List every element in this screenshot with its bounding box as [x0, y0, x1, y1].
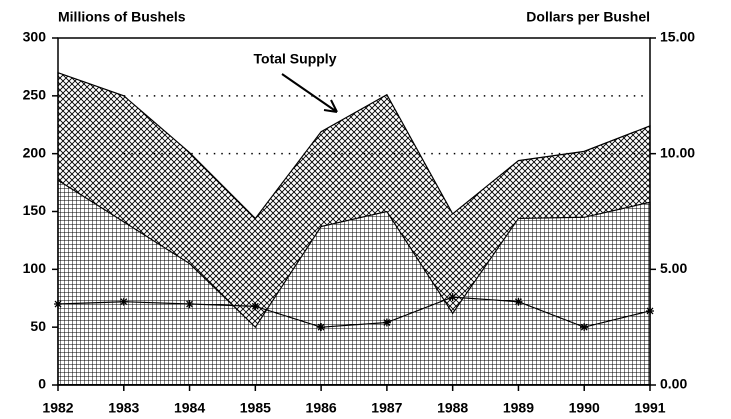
y-tick-label: 250 — [23, 87, 47, 103]
y2-tick-label: 0.00 — [660, 376, 687, 392]
price-marker — [185, 300, 194, 309]
price-marker — [382, 318, 391, 327]
price-marker — [514, 297, 523, 306]
x-tick-label: 1986 — [306, 400, 337, 416]
x-tick-label: 1982 — [42, 400, 73, 416]
y-axis-label: Millions of Bushels — [58, 9, 186, 25]
y2-tick-label: 5.00 — [660, 260, 687, 276]
price-marker — [119, 297, 128, 306]
annotation: Total Supply — [254, 51, 337, 67]
annotation-arrow — [281, 73, 338, 113]
y2-tick-label: 15.00 — [660, 29, 695, 45]
x-tick-label: 1985 — [240, 400, 271, 416]
x-tick-label: 1983 — [108, 400, 139, 416]
x-tick-label: 1991 — [634, 400, 665, 416]
price-marker — [317, 323, 326, 332]
y-tick-label: 300 — [23, 29, 47, 45]
price-line — [57, 296, 651, 328]
y-tick-label: 50 — [30, 318, 46, 334]
areas — [54, 71, 654, 386]
y-tick-label: 100 — [23, 260, 47, 276]
x-tick-label: 1984 — [174, 400, 205, 416]
y-tick-label: 0 — [38, 376, 46, 392]
x-tick-label: 1987 — [371, 400, 402, 416]
price-marker — [251, 302, 260, 311]
y2-tick-label: 10.00 — [660, 144, 695, 160]
x-tick-label: 1988 — [437, 400, 468, 416]
y-tick-label: 200 — [23, 144, 47, 160]
y2-axis-label: Dollars per Bushel — [526, 9, 650, 25]
y-tick-label: 150 — [23, 202, 47, 218]
price-marker — [448, 293, 457, 302]
x-tick-label: 1989 — [503, 400, 534, 416]
price-marker — [580, 323, 589, 332]
x-tick-label: 1990 — [569, 400, 600, 416]
